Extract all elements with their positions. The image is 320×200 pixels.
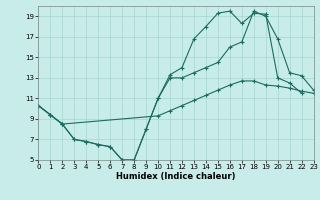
X-axis label: Humidex (Indice chaleur): Humidex (Indice chaleur) [116, 172, 236, 181]
